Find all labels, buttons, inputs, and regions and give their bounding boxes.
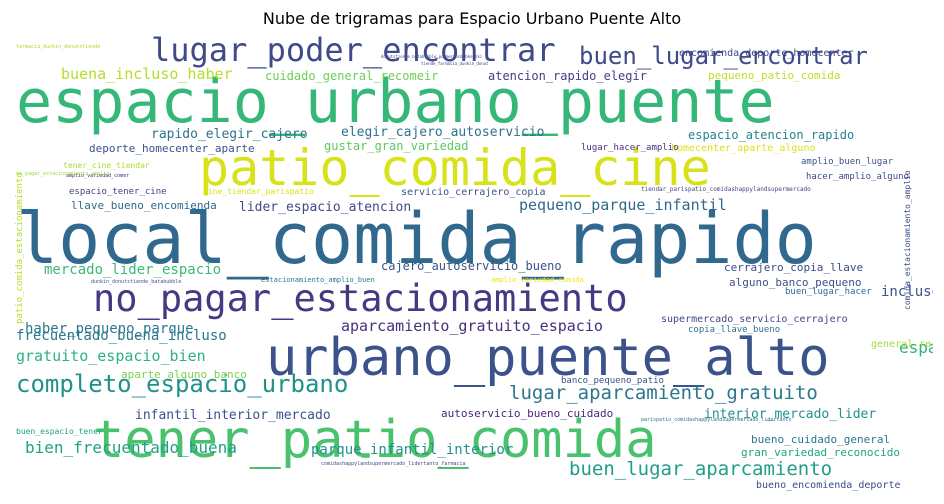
cloud-word: frecuentado_buena_incluso xyxy=(16,328,227,344)
cloud-word: elegir_cajero_autoservicio xyxy=(341,125,545,140)
cloud-word: bueno_cuidado_general xyxy=(751,433,891,446)
cloud-word: local_comida_rapido xyxy=(16,198,817,280)
cloud-word: buen_lugar_aparcamiento xyxy=(569,458,833,480)
cloud-word: rapido_elegir_cajero xyxy=(151,127,308,142)
cloud-word: llave_bueno_encomienda xyxy=(71,199,217,212)
cloud-word: farmacia_dunkin_donutstiende xyxy=(16,44,101,50)
cloud-word: comidashappylandsupermercado_lidertanto_… xyxy=(321,461,466,467)
cloud-word: bueno_encomienda_deporte xyxy=(756,480,901,491)
cloud-word: no_pagar_estacionamiento_amplio xyxy=(16,171,110,177)
cloud-word: lugar_aparcamiento_gratuito xyxy=(509,382,818,404)
cloud-word: no_pagar_estacionamiento xyxy=(93,277,628,320)
cloud-word: autoservicio_bueno_cuidado xyxy=(441,407,614,420)
cloud-word: comida_estacionamiento_amplio xyxy=(903,170,912,310)
cloud-word: encomienda_deporte_homecenter xyxy=(679,48,854,59)
cloud-word: patio_comida_cine xyxy=(199,139,711,197)
cloud-word: pequeno_parque_infantil xyxy=(519,196,727,214)
cloud-word: lugar_hacer_amplio xyxy=(581,143,679,153)
cloud-word: cuidado_general_recomeir xyxy=(265,69,439,83)
cloud-word: parispatio_comidashappylandsupermercado_… xyxy=(641,417,792,423)
cloud-word: gratuito_espacio_bien xyxy=(16,347,206,365)
cloud-word: completo_espacio_urbano xyxy=(16,370,349,398)
cloud-word: tener_patio_comida xyxy=(93,410,657,470)
cloud-word: buen_lugar_hacer xyxy=(785,287,872,297)
cloud-word: espacio_urbano_puente xyxy=(16,67,775,137)
cloud-word: homecenter_aparte_alguno xyxy=(671,143,816,154)
cloud-word: infantil_interior_mercado xyxy=(135,408,331,423)
cloud-word: supermercado_servicio_cerrajero xyxy=(661,314,848,325)
cloud-word: amplio_buen_lugar xyxy=(801,157,894,167)
cloud-word: espacio_bien_frecuentado xyxy=(899,338,933,357)
cloud-word: lider_espacio_atencion xyxy=(239,200,412,215)
cloud-word: tener_cine_tiendar xyxy=(63,161,150,170)
cloud-word: amplio_variedad_comer xyxy=(66,173,130,179)
chart-title: Nube de trigramas para Espacio Urbano Pu… xyxy=(262,9,682,28)
cloud-word: espacio_atencion_rapido xyxy=(688,128,855,142)
cloud-word: tiende_farmacia_dunkin_donut xyxy=(421,61,489,66)
cloud-word: buen_espacio_tener xyxy=(16,427,103,436)
cloud-word: aparte_alguno_banco xyxy=(121,368,247,381)
word-cloud: espacio_urbano_puente local_comida_rapid… xyxy=(11,32,933,495)
cloud-word: pequeno_patio_comida xyxy=(708,69,841,82)
cloud-word: banco_pequeno_patio xyxy=(561,376,664,386)
cloud-word: gustar_gran_variedad xyxy=(324,139,469,153)
cloud-word: buena_incluso_haber xyxy=(61,65,233,83)
cloud-word: cajero_autoservicio_bueno xyxy=(381,259,562,273)
cloud-word: amplio_variedad_comida xyxy=(491,276,584,284)
cloud-word: bien_frecuentado_buena xyxy=(25,438,237,457)
cloud-word: interior_mercado_lider xyxy=(704,407,877,422)
cloud-word: estacionamiento_amplio_buen xyxy=(261,276,375,284)
cloud-word: tiendar_parispatio_comidashappylandsuper… xyxy=(641,186,811,193)
cloud-word: buen_lugar_encontrar xyxy=(579,42,868,70)
cloud-word: alguno_banco_pequeno xyxy=(729,276,862,289)
cloud-word: parque_infantil_interior xyxy=(311,442,514,458)
cloud-word: general_recomeir_altamente xyxy=(871,339,933,350)
cloud-word: atencion_rapido_elegir xyxy=(488,69,647,83)
cloud-word: incluso_haber_pequeno xyxy=(881,284,933,300)
cloud-word: copia_llave_bueno xyxy=(688,325,781,335)
cloud-word: mercado_lider_espacio xyxy=(44,262,222,278)
cloud-word: haber_pequeno_parque xyxy=(25,321,194,337)
cloud-word: gran_variedad_reconocido xyxy=(741,446,900,459)
cloud-word: aparcamiento_gratuito_espacio xyxy=(341,317,603,335)
cloud-word: dunkin_donutstiende_batabubble xyxy=(91,279,182,285)
cloud-word: urbano_puente_alto xyxy=(266,328,830,388)
cloud-word: cine_tiendar_parispatio xyxy=(203,187,314,196)
cloud-word: patio_comida_estacionamiento xyxy=(15,172,25,324)
cloud-word: espacio_tener_cine xyxy=(69,187,167,197)
cloud-word: servicio_cerrajero_copia xyxy=(401,187,546,198)
cloud-word: deporte_homecenter_aparte xyxy=(89,142,255,155)
cloud-word: lugar_poder_encontrar xyxy=(151,32,556,69)
cloud-word: donutstiende_batabubble_pommerionbebkers… xyxy=(381,54,483,59)
cloud-word: hacer_amplio_alguno xyxy=(806,172,909,182)
cloud-word: cerrajero_copia_llave xyxy=(724,261,864,274)
